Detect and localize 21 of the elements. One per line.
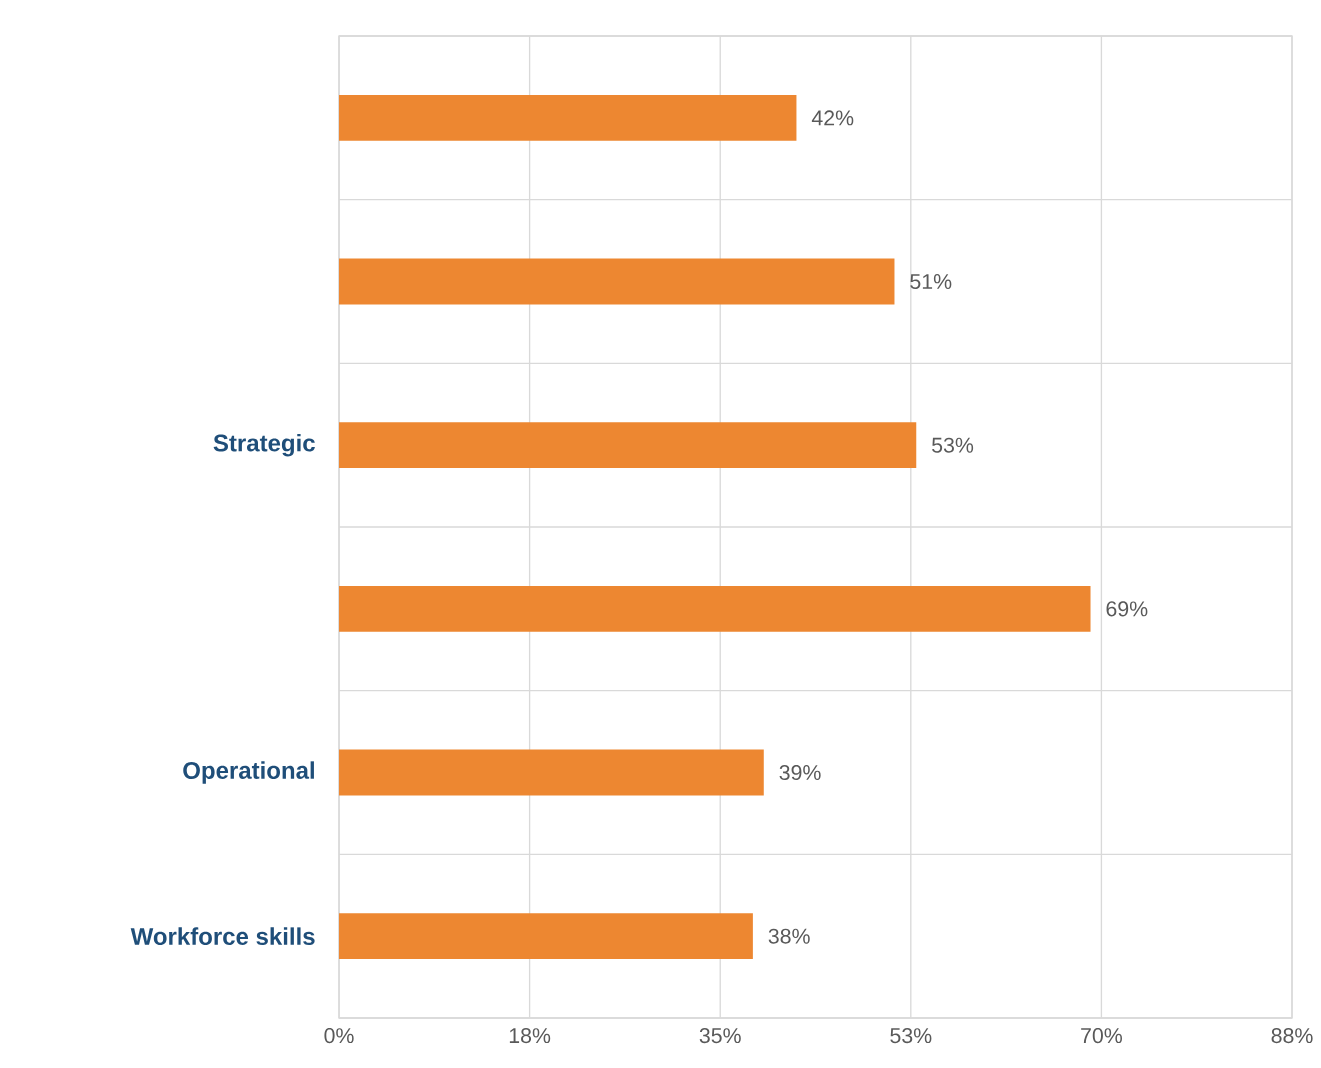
y-tick-label: Workforce skills bbox=[130, 927, 315, 945]
x-tick-label: 53% bbox=[890, 1028, 932, 1044]
data-label: 39% bbox=[779, 764, 821, 781]
y-tick-label: Operational bbox=[183, 761, 314, 784]
y-tick-label: Strategic bbox=[213, 433, 315, 457]
bar bbox=[339, 422, 917, 469]
data-label: 69% bbox=[1106, 601, 1148, 617]
bar bbox=[339, 585, 1091, 632]
x-tick-label: 18% bbox=[509, 1028, 551, 1044]
data-label: 42% bbox=[811, 110, 854, 126]
x-tick-label: 88% bbox=[1271, 1028, 1313, 1044]
data-label: 51% bbox=[910, 274, 952, 290]
x-tick-label: 0% bbox=[324, 1028, 354, 1044]
x-tick-label: 70% bbox=[1081, 1028, 1122, 1044]
data-label: 38% bbox=[768, 928, 810, 944]
bar bbox=[339, 258, 895, 305]
bar bbox=[339, 749, 764, 796]
data-label: 53% bbox=[932, 437, 974, 453]
bar bbox=[339, 94, 797, 141]
bar bbox=[339, 913, 753, 960]
x-tick-label: 35% bbox=[699, 1028, 741, 1044]
